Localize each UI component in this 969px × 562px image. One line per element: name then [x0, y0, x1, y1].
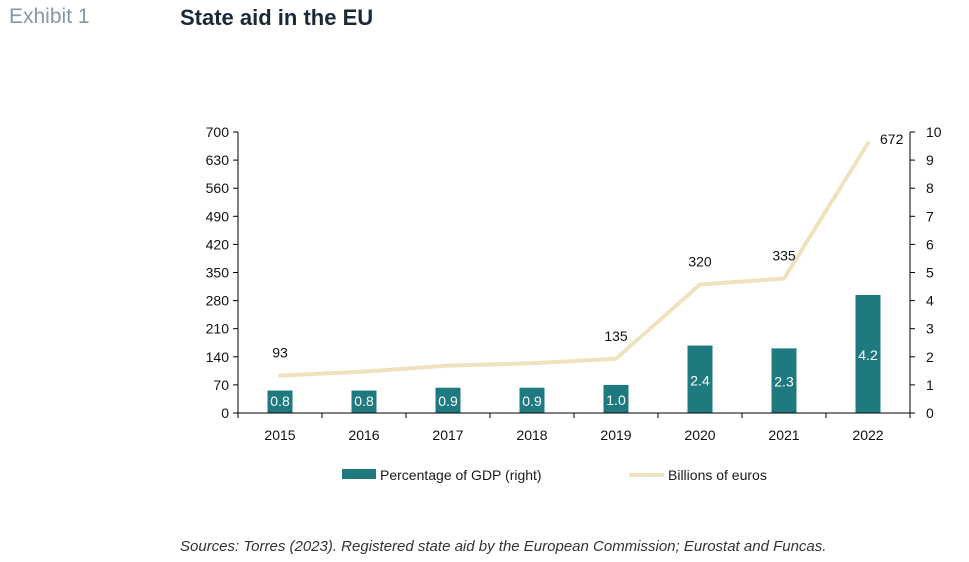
bar-2017 — [435, 387, 461, 413]
y-left-tick-70: 70 — [213, 377, 229, 393]
x-tick-2020: 2020 — [684, 427, 715, 443]
y-right-tick-7: 7 — [926, 208, 934, 224]
x-tick-2021: 2021 — [768, 427, 799, 443]
chart-title: State aid in the EU — [180, 5, 374, 30]
exhibit-label: Exhibit 1 — [9, 5, 90, 28]
y-left-tick-140: 140 — [206, 349, 230, 365]
x-tick-2018: 2018 — [516, 427, 547, 443]
bar-2020 — [687, 345, 713, 413]
bar-label-2017: 0.9 — [438, 393, 458, 409]
y-right-tick-3: 3 — [926, 321, 934, 337]
y-left-tick-560: 560 — [206, 180, 230, 196]
bar-label-2021: 2.3 — [774, 374, 794, 390]
y-left-tick-0: 0 — [221, 405, 229, 421]
bar-label-2020: 2.4 — [690, 372, 710, 388]
y-right-tick-2: 2 — [926, 349, 934, 365]
line-label-2022: 672 — [880, 131, 904, 147]
x-tick-2017: 2017 — [432, 427, 463, 443]
line-label-2019: 135 — [604, 328, 628, 344]
y-left-tick-490: 490 — [206, 208, 230, 224]
y-left-tick-420: 420 — [206, 236, 230, 252]
legend-bar-swatch — [342, 469, 376, 479]
bar-label-2022: 4.2 — [858, 347, 878, 363]
y-left-tick-700: 700 — [206, 124, 230, 140]
x-tick-2022: 2022 — [852, 427, 883, 443]
y-right-tick-6: 6 — [926, 236, 934, 252]
source-note: Sources: Torres (2023). Registered state… — [180, 538, 827, 555]
y-right-tick-8: 8 — [926, 180, 934, 196]
y-left-tick-210: 210 — [206, 321, 230, 337]
bar-2021 — [771, 348, 797, 413]
y-left-tick-630: 630 — [206, 152, 230, 168]
legend-label-gdp: Percentage of GDP (right) — [380, 467, 542, 483]
bar-2018 — [519, 387, 545, 413]
y-right-tick-0: 0 — [926, 405, 934, 421]
bar-2016 — [351, 390, 377, 413]
line-label-2020: 320 — [688, 254, 712, 270]
bar-labels-layer: 0.8 0.8 0.9 0.9 1.0 2.4 2.3 4.2 — [270, 347, 878, 409]
bar-label-2018: 0.9 — [522, 393, 542, 409]
legend: Percentage of GDP (right) Billions of eu… — [342, 467, 767, 483]
bar-label-2019: 1.0 — [606, 392, 626, 408]
y-right-tick-9: 9 — [926, 152, 934, 168]
bar-2019 — [603, 384, 629, 413]
bar-label-2015: 0.8 — [270, 393, 290, 409]
line-label-2021: 335 — [772, 248, 796, 264]
y-right-tick-1: 1 — [926, 377, 934, 393]
line-label-2015: 93 — [272, 345, 288, 361]
bar-label-2016: 0.8 — [354, 393, 374, 409]
line-billions-of-euros — [278, 141, 870, 378]
bar-2022 — [855, 294, 881, 413]
x-tick-2016: 2016 — [348, 427, 379, 443]
x-tick-2015: 2015 — [264, 427, 295, 443]
line-layer: 93 135 320 335 672 — [272, 131, 904, 378]
x-tick-2019: 2019 — [600, 427, 631, 443]
y-left-tick-350: 350 — [206, 265, 230, 281]
y-right-tick-10: 10 — [926, 124, 942, 140]
y-right-tick-5: 5 — [926, 265, 934, 281]
bars-layer — [267, 294, 881, 413]
y-right-tick-4: 4 — [926, 293, 934, 309]
legend-label-euros: Billions of euros — [668, 467, 767, 483]
axes-layer: 0 70 140 210 280 350 420 490 560 630 700 0 1 2 3 4 5 6 7 8 9… — [206, 124, 942, 443]
y-left-tick-280: 280 — [206, 293, 230, 309]
bar-2015 — [267, 390, 293, 413]
